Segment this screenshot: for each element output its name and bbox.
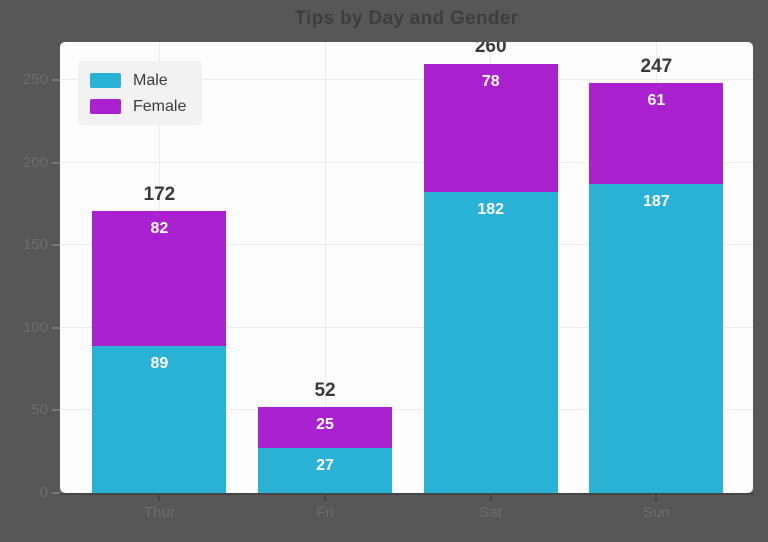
- x-tick-label-sun: Sun: [643, 504, 670, 521]
- bar-stack-sat: 182 78 260: [423, 42, 558, 493]
- x-tick-label-fri: Fri: [316, 504, 334, 521]
- y-tick-mark: [52, 326, 60, 329]
- bar-stack-thur: 89 82 172: [92, 42, 227, 493]
- legend-label-male: Male: [133, 72, 168, 89]
- segment-value-female-thur: 82: [150, 219, 169, 237]
- h-gridline: [60, 326, 753, 328]
- bar-stack-fri: 27 25 52: [258, 42, 393, 493]
- h-gridline: [60, 409, 753, 411]
- bar-segment-male-fri: 27: [258, 448, 393, 493]
- segment-value-male-sat: 182: [477, 201, 505, 219]
- total-value-thur: 172: [143, 183, 176, 205]
- h-gridline: [60, 79, 753, 80]
- male-color-swatch: [90, 73, 121, 88]
- y-tick-mark: [52, 244, 60, 247]
- x-tick-mark: [489, 495, 492, 501]
- segment-value-male-sun: 187: [643, 193, 670, 211]
- legend: Male Female: [78, 61, 203, 125]
- x-axis-line: [60, 493, 754, 495]
- y-tick-label: 250: [22, 70, 48, 88]
- legend-item-male: Male: [90, 72, 186, 89]
- y-tick-label: 50: [31, 401, 48, 419]
- segment-value-male-thur: 89: [150, 354, 169, 372]
- chart-title: Tips by Day and Gender: [294, 8, 519, 29]
- female-color-swatch: [90, 99, 121, 114]
- x-tick-mark: [655, 495, 658, 501]
- legend-label-female: Female: [133, 98, 187, 115]
- bar-segment-female-thur: 82: [92, 210, 227, 346]
- plot-area: 89 82 172 27 25 52 182 78 260 187 61 247 Male Femal…: [60, 42, 753, 493]
- bar-segment-male-thur: 89: [92, 345, 227, 493]
- x-tick-label-sat: Sat: [479, 504, 502, 521]
- v-gridline: [324, 42, 326, 493]
- h-gridline: [60, 161, 753, 163]
- total-value-fri: 52: [314, 380, 336, 402]
- legend-item-female: Female: [90, 98, 187, 115]
- y-tick-label: 150: [22, 236, 48, 254]
- bar-stack-sun: 187 61 247: [589, 42, 724, 493]
- x-tick-mark: [324, 495, 327, 501]
- y-tick-label: 100: [22, 318, 48, 336]
- y-tick-label: 200: [22, 153, 48, 171]
- x-tick-mark: [158, 495, 161, 501]
- segment-value-female-sat: 78: [481, 72, 500, 90]
- bar-segment-male-sat: 182: [423, 192, 558, 493]
- bar-segment-female-sat: 78: [423, 63, 558, 193]
- segment-value-female-sun: 61: [647, 92, 666, 110]
- total-value-sun: 247: [640, 56, 673, 78]
- y-tick-mark: [52, 161, 60, 164]
- bar-segment-female-sun: 61: [589, 83, 724, 185]
- y-tick-mark: [52, 492, 60, 494]
- total-value-sat: 260: [474, 42, 507, 58]
- segment-value-male-fri: 27: [316, 457, 334, 475]
- h-gridline: [60, 244, 753, 246]
- bar-segment-female-fri: 25: [258, 407, 393, 449]
- segment-value-female-fri: 25: [316, 416, 334, 434]
- y-tick-mark: [52, 409, 60, 412]
- x-tick-label-thur: Thur: [143, 504, 175, 521]
- y-tick-label: 0: [39, 484, 48, 501]
- y-tick-mark: [52, 78, 60, 81]
- bar-segment-male-sun: 187: [589, 184, 724, 493]
